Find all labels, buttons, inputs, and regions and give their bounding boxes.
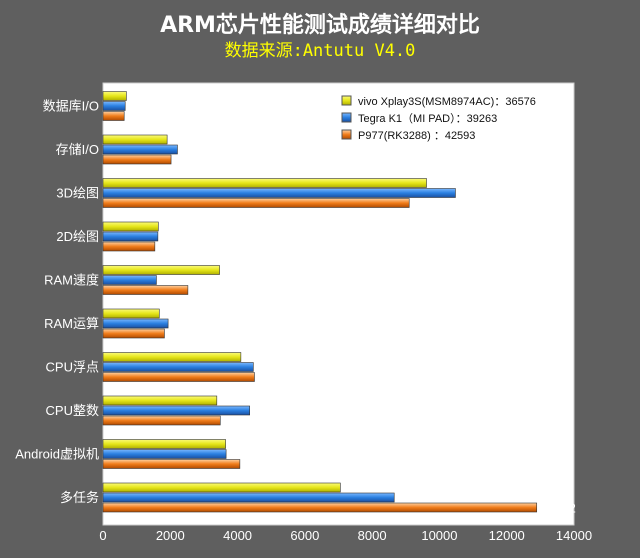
- category-label: 多任务: [60, 490, 99, 505]
- data-label: 2213: [180, 143, 209, 158]
- bar: [102, 439, 226, 449]
- data-label: 4468: [256, 360, 285, 375]
- data-label: 3659: [229, 447, 258, 462]
- bar: [102, 362, 254, 372]
- bar: [102, 372, 255, 382]
- bar: [102, 241, 156, 252]
- legend: vivo Xplay3S(MSM8974AC)：36576 Tegra K1（M…: [341, 95, 536, 142]
- data-label: 3486: [223, 414, 252, 429]
- x-tick-label: 12000: [489, 528, 525, 543]
- bar: [102, 101, 126, 111]
- bar: [102, 198, 410, 208]
- bar: [102, 449, 227, 459]
- x-tick-label: 10000: [421, 528, 457, 543]
- data-label: 1906: [170, 133, 199, 148]
- category-label: 3D绘图: [56, 186, 99, 201]
- bar: [102, 178, 427, 188]
- legend-label-2: Tegra K1（MI PAD）：39263: [358, 112, 497, 125]
- bar: [102, 328, 165, 339]
- data-label: 1588: [159, 273, 188, 288]
- legend-label-3: P977(RK3288) ：42593: [358, 130, 475, 142]
- legend-swatch-3: [341, 129, 352, 140]
- data-label: 1541: [158, 240, 187, 255]
- category-label: CPU整数: [46, 403, 99, 418]
- bar: [102, 285, 189, 295]
- data-label: 4360: [253, 404, 282, 419]
- bar: [102, 482, 341, 493]
- legend-label-1: vivo Xplay3S(MSM8974AC)：36576: [358, 96, 536, 108]
- legend-swatch-2: [341, 112, 352, 123]
- data-label: 1644: [161, 220, 190, 235]
- bar: [102, 111, 125, 121]
- bar: [102, 134, 168, 145]
- legend-swatch-1: [341, 95, 352, 106]
- data-label: 4502: [257, 370, 286, 385]
- data-label: 8656: [397, 491, 426, 506]
- data-label: 660: [128, 99, 150, 114]
- bar: [102, 231, 159, 242]
- bar: [102, 395, 218, 406]
- x-tick-label: 14000: [556, 528, 592, 543]
- bar: [102, 352, 242, 362]
- bar: [102, 154, 172, 165]
- category-label: RAM运算: [44, 316, 99, 331]
- category-label: RAM速度: [44, 273, 99, 288]
- data-label: 9102: [412, 196, 441, 211]
- bar: [102, 415, 221, 426]
- bar: [102, 188, 456, 198]
- x-tick-label: 6000: [290, 528, 319, 543]
- x-axis: 0 2000 4000 6000 8000 10000 12000 14000: [99, 528, 592, 543]
- category-label: CPU浮点: [46, 360, 99, 375]
- data-label: 1673: [162, 307, 191, 322]
- data-label: 2523: [191, 283, 220, 298]
- data-label: 1935: [171, 317, 200, 332]
- data-label: 3644: [229, 437, 258, 452]
- bar: [102, 221, 159, 232]
- bar: [102, 405, 250, 416]
- data-label: 4068: [243, 457, 272, 472]
- bar: [102, 492, 395, 503]
- x-tick-label: 4000: [223, 528, 252, 543]
- bar: [102, 459, 241, 469]
- x-tick-label: 2000: [156, 528, 185, 543]
- x-tick-label: 0: [99, 528, 106, 543]
- bar: [102, 318, 169, 329]
- data-label: 3383: [220, 394, 249, 409]
- bar: [102, 275, 157, 285]
- x-tick-label: 8000: [358, 528, 387, 543]
- data-labels: 6956606301906221320239616104769102164416…: [127, 89, 576, 516]
- data-label: 630: [127, 109, 149, 124]
- data-label: 1826: [167, 327, 196, 342]
- bar: [102, 502, 538, 513]
- data-label: 7055: [343, 481, 372, 496]
- data-label: 9616: [430, 176, 459, 191]
- category-labels: 数据库I/O 存储I/O 3D绘图 2D绘图 RAM速度 RAM运算 CPU浮点 CPU整数 A…: [15, 99, 99, 506]
- data-label: 4098: [244, 350, 273, 365]
- data-label: 3464: [223, 263, 252, 278]
- bar: [102, 265, 220, 275]
- data-label: 10476: [458, 186, 494, 201]
- data-label: 1631: [161, 230, 190, 245]
- chart-title: ARM芯片性能测试成绩详细对比: [160, 12, 480, 38]
- bar: [102, 144, 178, 155]
- data-label: 12892: [540, 501, 576, 516]
- bars-layer: [102, 91, 538, 513]
- category-label: 2D绘图: [56, 229, 99, 244]
- chart-subtitle: 数据来源:Antutu V4.0: [225, 41, 416, 61]
- bar: [102, 308, 160, 319]
- category-label: 数据库I/O: [43, 99, 99, 114]
- bar: [102, 91, 127, 101]
- data-label: 695: [129, 89, 151, 104]
- category-label: Android虚拟机: [15, 447, 99, 462]
- data-label: 2023: [174, 153, 203, 168]
- category-label: 存储I/O: [56, 142, 99, 157]
